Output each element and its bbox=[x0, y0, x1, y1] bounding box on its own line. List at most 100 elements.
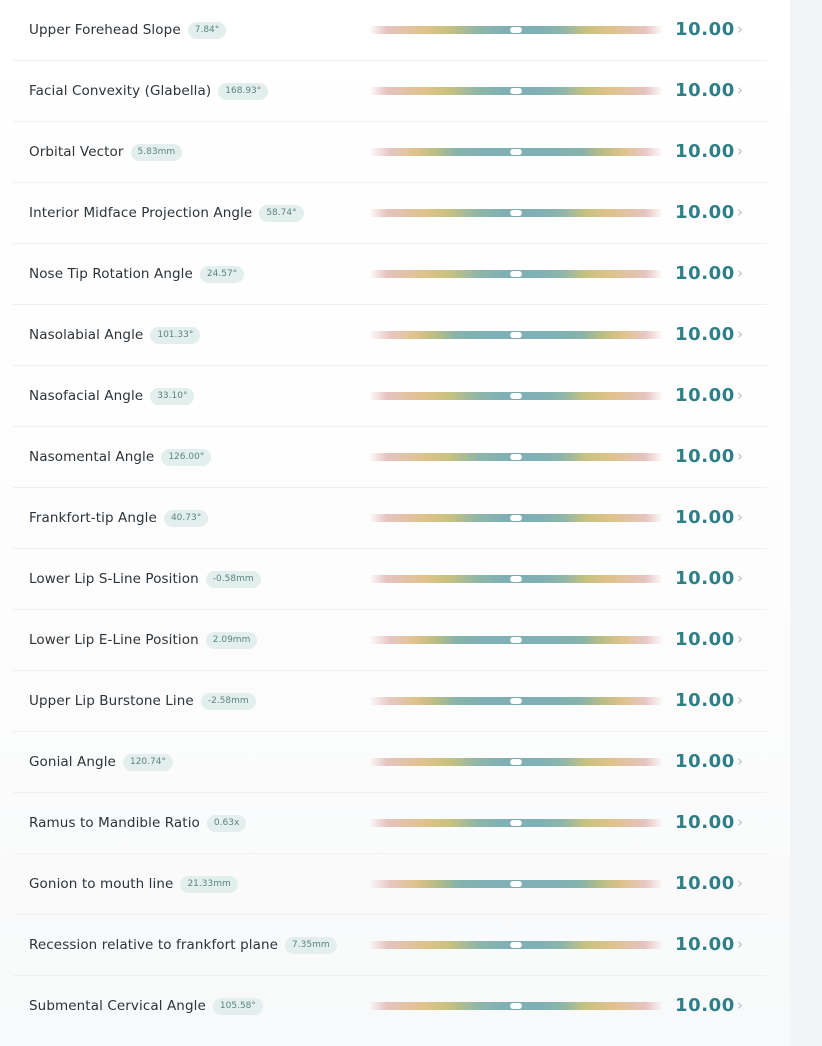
label-group: Ramus to Mandible Ratio 0.63x bbox=[29, 793, 247, 853]
score-value: 10.00 bbox=[675, 995, 735, 1016]
chevron-right-icon[interactable]: › bbox=[737, 203, 743, 221]
measurement-label: Nasofacial Angle bbox=[29, 388, 144, 404]
score-range-bar bbox=[369, 636, 663, 644]
chevron-right-icon[interactable]: › bbox=[737, 569, 743, 587]
chevron-right-icon[interactable]: › bbox=[737, 935, 743, 953]
measurement-label: Facial Convexity (Glabella) bbox=[29, 83, 212, 99]
measurement-label: Recession relative to frankfort plane bbox=[29, 937, 279, 953]
measurement-row[interactable]: Upper Forehead Slope 7.84° 10.00 › bbox=[13, 0, 767, 61]
measurement-label: Interior Midface Projection Angle bbox=[29, 205, 253, 221]
score-marker bbox=[510, 637, 522, 643]
chevron-right-icon[interactable]: › bbox=[737, 447, 743, 465]
score-marker bbox=[510, 515, 522, 521]
measurement-row[interactable]: Lower Lip S-Line Position -0.58mm 10.00 › bbox=[13, 549, 767, 610]
measurement-row[interactable]: Frankfort-tip Angle 40.73° 10.00 › bbox=[13, 488, 767, 549]
score-range-bar bbox=[369, 941, 663, 949]
measurement-row[interactable]: Submental Cervical Angle 105.58° 10.00 › bbox=[13, 976, 767, 1036]
score-value: 10.00 bbox=[675, 19, 735, 40]
chevron-right-icon[interactable]: › bbox=[737, 264, 743, 282]
label-group: Gonial Angle 120.74° bbox=[29, 732, 173, 792]
chevron-right-icon[interactable]: › bbox=[737, 386, 743, 404]
measurement-label: Orbital Vector bbox=[29, 144, 124, 160]
measurement-label: Ramus to Mandible Ratio bbox=[29, 815, 200, 831]
measurement-row[interactable]: Nasolabial Angle 101.33° 10.00 › bbox=[13, 305, 767, 366]
score-range-bar bbox=[369, 880, 663, 888]
score-marker bbox=[510, 332, 522, 338]
measurement-list: Upper Forehead Slope 7.84° 10.00 › Facial Co… bbox=[13, 0, 767, 1036]
measurement-row[interactable]: Recession relative to frankfort plane 7.3… bbox=[13, 915, 767, 976]
score-marker bbox=[510, 576, 522, 582]
measurement-value-badge: 5.83mm bbox=[130, 143, 183, 161]
chevron-right-icon[interactable]: › bbox=[737, 142, 743, 160]
measurement-value-badge: 168.93° bbox=[218, 82, 269, 100]
score-value: 10.00 bbox=[675, 629, 735, 650]
measurement-value-badge: 0.63x bbox=[206, 814, 247, 832]
score-marker bbox=[510, 27, 522, 33]
score-marker bbox=[510, 820, 522, 826]
label-group: Orbital Vector 5.83mm bbox=[29, 122, 183, 182]
score-value: 10.00 bbox=[675, 690, 735, 711]
score-value: 10.00 bbox=[675, 446, 735, 467]
measurement-label: Upper Lip Burstone Line bbox=[29, 693, 194, 709]
score-range-bar bbox=[369, 270, 663, 278]
measurement-value-badge: 126.00° bbox=[161, 448, 212, 466]
score-range-bar bbox=[369, 697, 663, 705]
measurement-label: Lower Lip S-Line Position bbox=[29, 571, 199, 587]
score-range-bar bbox=[369, 758, 663, 766]
measurement-value-badge: -0.58mm bbox=[205, 570, 261, 588]
measurement-label: Gonial Angle bbox=[29, 754, 116, 770]
score-range-bar bbox=[369, 575, 663, 583]
measurement-row[interactable]: Interior Midface Projection Angle 58.74° 1… bbox=[13, 183, 767, 244]
measurement-value-badge: 40.73° bbox=[163, 509, 209, 527]
chevron-right-icon[interactable]: › bbox=[737, 81, 743, 99]
measurement-value-badge: 58.74° bbox=[259, 204, 304, 222]
score-range-bar bbox=[369, 148, 663, 156]
measurement-row[interactable]: Lower Lip E-Line Position 2.09mm 10.00 › bbox=[13, 610, 767, 671]
label-group: Nasofacial Angle 33.10° bbox=[29, 366, 195, 426]
chevron-right-icon[interactable]: › bbox=[737, 691, 743, 709]
label-group: Interior Midface Projection Angle 58.74° bbox=[29, 183, 304, 243]
measurement-row[interactable]: Gonial Angle 120.74° 10.00 › bbox=[13, 732, 767, 793]
measurement-row[interactable]: Facial Convexity (Glabella) 168.93° 10.00 › bbox=[13, 61, 767, 122]
measurement-row[interactable]: Ramus to Mandible Ratio 0.63x 10.00 › bbox=[13, 793, 767, 854]
chevron-right-icon[interactable]: › bbox=[737, 874, 743, 892]
measurement-row[interactable]: Nose Tip Rotation Angle 24.57° 10.00 › bbox=[13, 244, 767, 305]
score-marker bbox=[510, 454, 522, 460]
score-value: 10.00 bbox=[675, 873, 735, 894]
chevron-right-icon[interactable]: › bbox=[737, 508, 743, 526]
right-gutter bbox=[790, 0, 822, 1046]
label-group: Recession relative to frankfort plane 7.3… bbox=[29, 915, 337, 975]
chevron-right-icon[interactable]: › bbox=[737, 752, 743, 770]
label-group: Frankfort-tip Angle 40.73° bbox=[29, 488, 209, 548]
chevron-right-icon[interactable]: › bbox=[737, 325, 743, 343]
measurement-label: Lower Lip E-Line Position bbox=[29, 632, 199, 648]
measurement-row[interactable]: Orbital Vector 5.83mm 10.00 › bbox=[13, 122, 767, 183]
label-group: Submental Cervical Angle 105.58° bbox=[29, 976, 263, 1036]
measurement-row[interactable]: Nasofacial Angle 33.10° 10.00 › bbox=[13, 366, 767, 427]
chevron-right-icon[interactable]: › bbox=[737, 996, 743, 1014]
score-marker bbox=[510, 759, 522, 765]
chevron-right-icon[interactable]: › bbox=[737, 20, 743, 38]
score-range-bar bbox=[369, 514, 663, 522]
measurement-label: Frankfort-tip Angle bbox=[29, 510, 157, 526]
score-marker bbox=[510, 942, 522, 948]
score-value: 10.00 bbox=[675, 324, 735, 345]
score-marker bbox=[510, 698, 522, 704]
measurement-row[interactable]: Upper Lip Burstone Line -2.58mm 10.00 › bbox=[13, 671, 767, 732]
score-marker bbox=[510, 88, 522, 94]
measurement-value-badge: -2.58mm bbox=[200, 692, 256, 710]
chevron-right-icon[interactable]: › bbox=[737, 813, 743, 831]
score-value: 10.00 bbox=[675, 751, 735, 772]
label-group: Nasolabial Angle 101.33° bbox=[29, 305, 201, 365]
score-range-bar bbox=[369, 331, 663, 339]
score-value: 10.00 bbox=[675, 202, 735, 223]
chevron-right-icon[interactable]: › bbox=[737, 630, 743, 648]
score-value: 10.00 bbox=[675, 141, 735, 162]
measurement-value-badge: 105.58° bbox=[212, 997, 263, 1015]
measurement-row[interactable]: Nasomental Angle 126.00° 10.00 › bbox=[13, 427, 767, 488]
measurement-row[interactable]: Gonion to mouth line 21.33mm 10.00 › bbox=[13, 854, 767, 915]
measurement-label: Nasolabial Angle bbox=[29, 327, 144, 343]
measurement-label: Nasomental Angle bbox=[29, 449, 155, 465]
score-range-bar bbox=[369, 87, 663, 95]
score-marker bbox=[510, 393, 522, 399]
